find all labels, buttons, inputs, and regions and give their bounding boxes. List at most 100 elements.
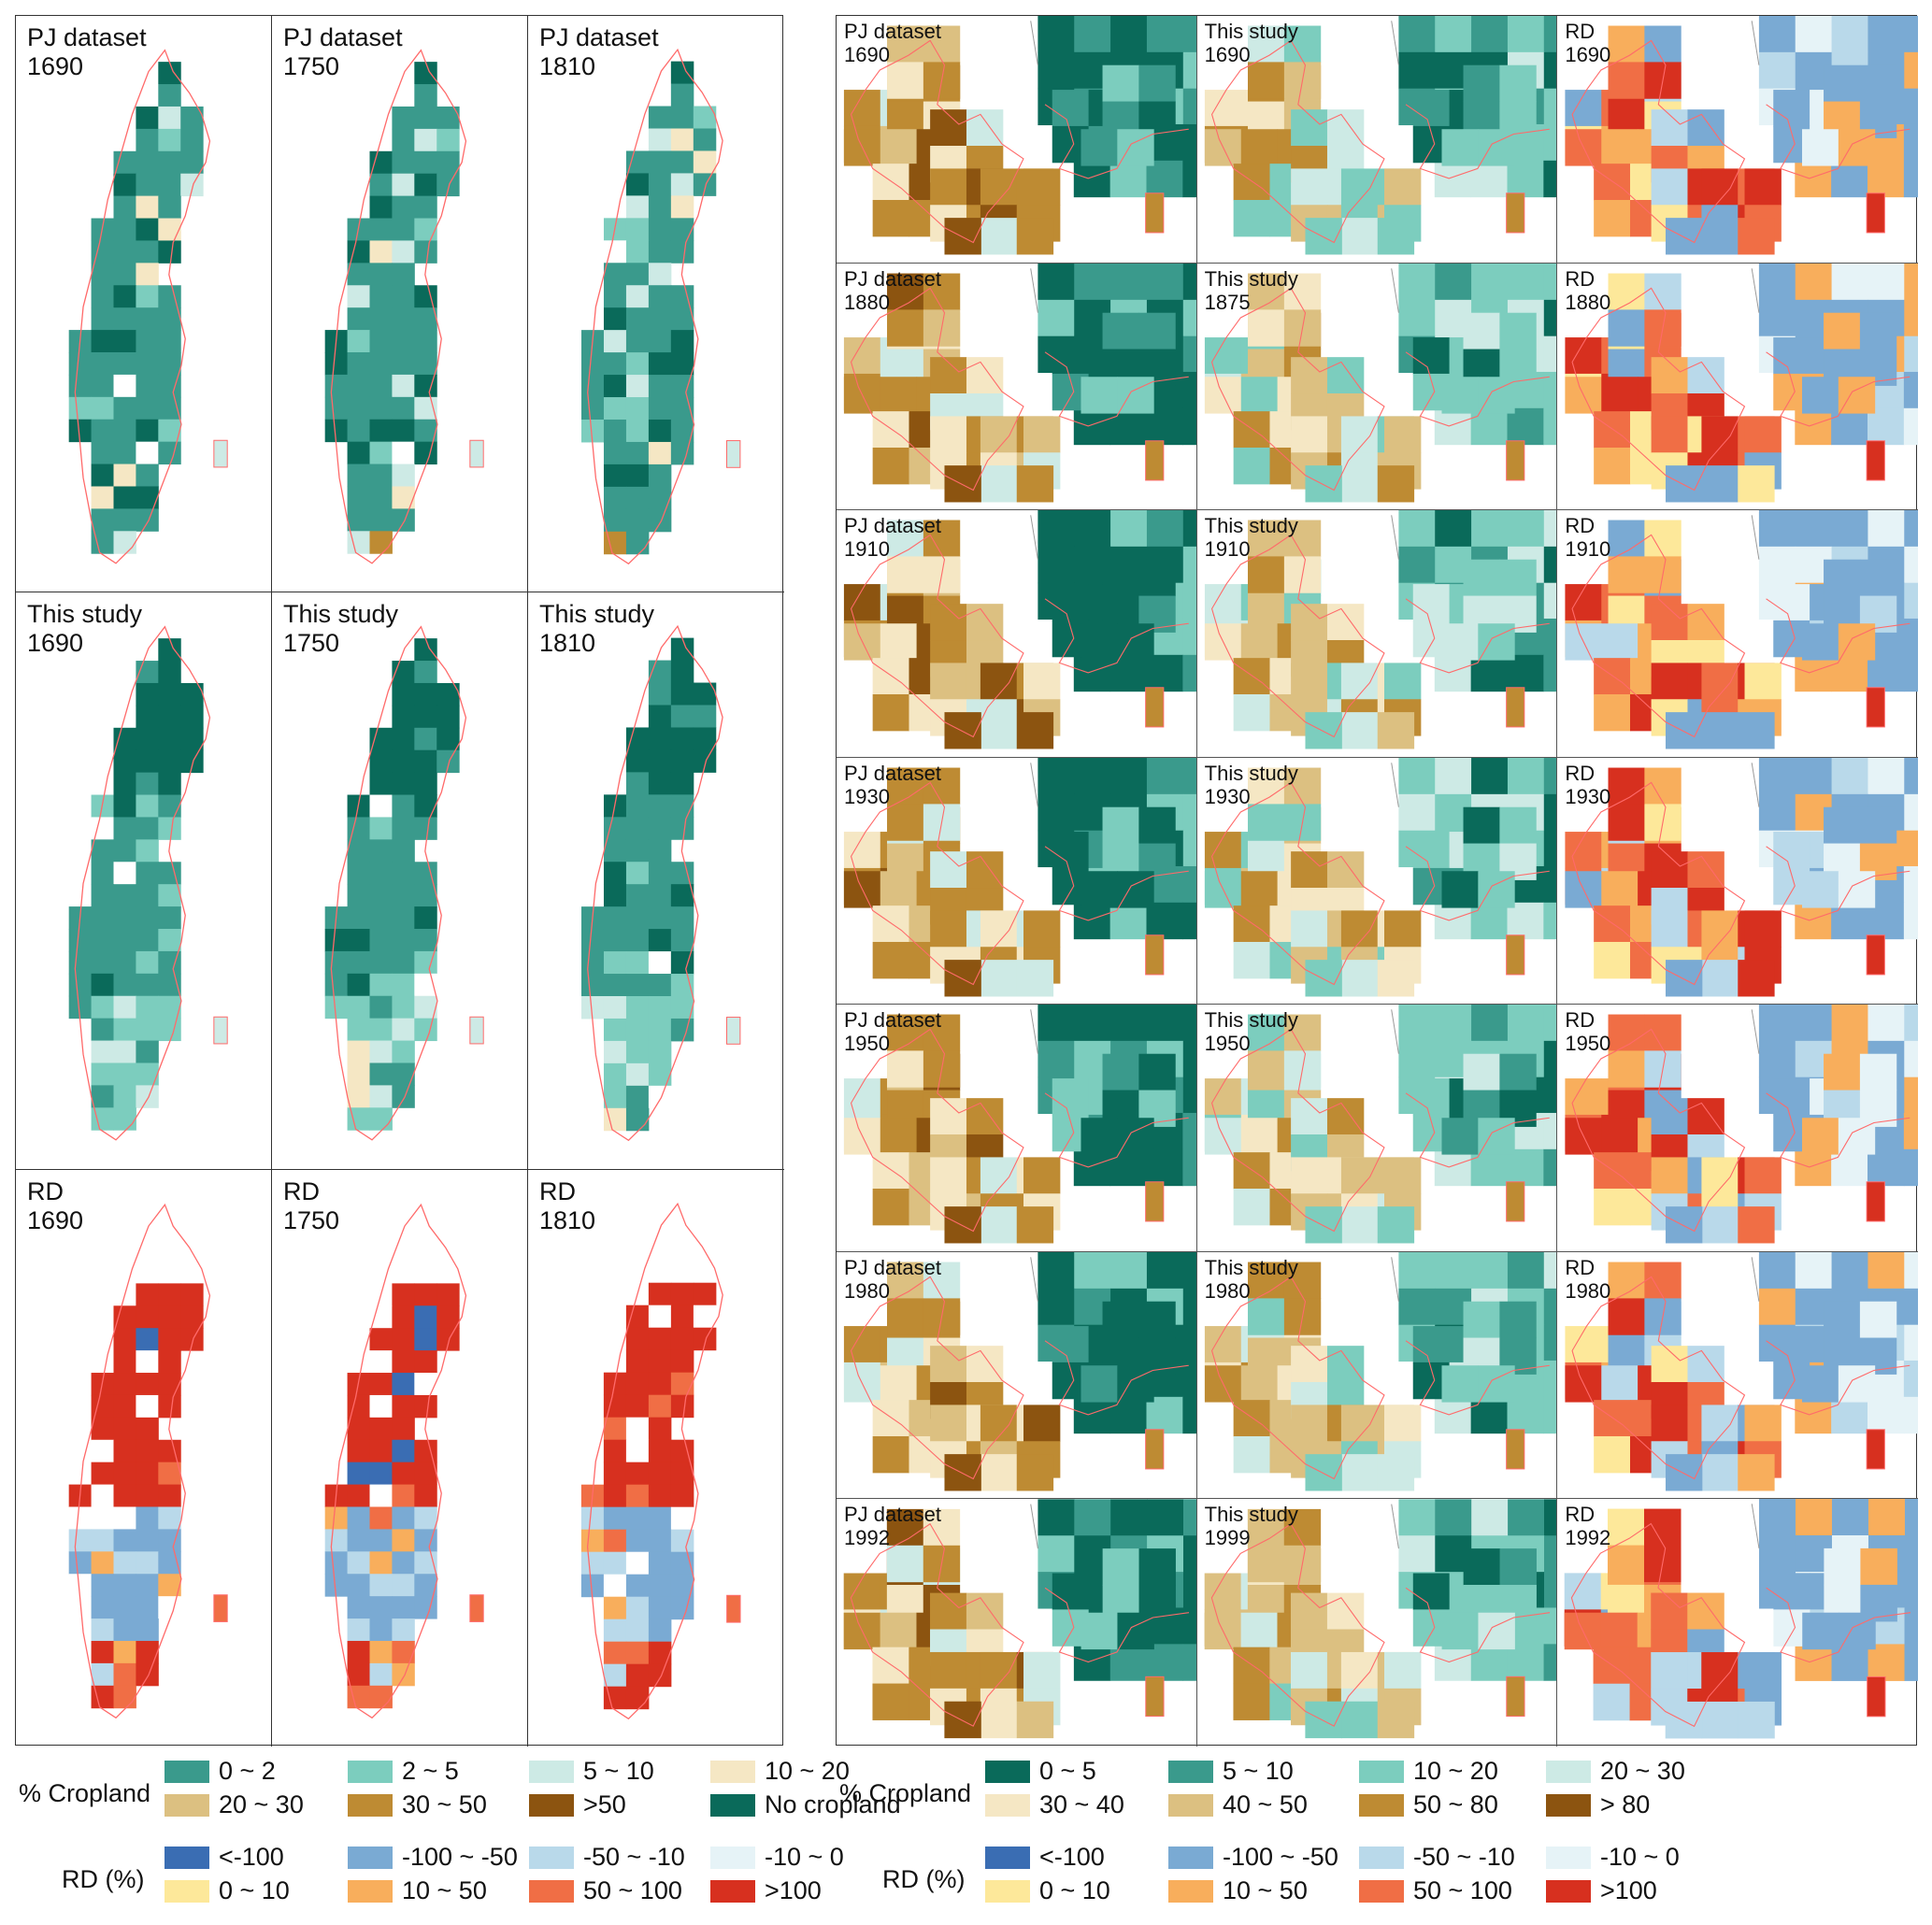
legend-swatch — [985, 1760, 1030, 1783]
panel-year-label: 1910 — [844, 537, 890, 562]
rd-legend-item: >100 — [1546, 1876, 1657, 1905]
rd-legend-item: 10 ~ 50 — [1168, 1876, 1308, 1905]
legend-label: 0 ~ 10 — [219, 1876, 290, 1904]
rd-legend-title: RD (%) — [62, 1865, 145, 1893]
sweden-map — [68, 49, 228, 564]
legend-left: % Cropland RD (%) 0 ~ 2 2 ~ 5 5 ~ 10 10 ~ 20 2… — [15, 1757, 901, 1916]
sweden-map — [324, 1203, 484, 1718]
legend-label: 2 ~ 5 — [402, 1757, 459, 1785]
panel-year-label: 1999 — [1204, 1526, 1251, 1550]
legend-swatch — [1546, 1760, 1591, 1783]
cropland-legend-item: >50 — [529, 1790, 626, 1819]
panel-label: This study 1910 — [1205, 514, 1298, 561]
panel-year-label: 1880 — [844, 290, 890, 314]
legend-label: -100 ~ -50 — [1223, 1843, 1338, 1871]
panel-dataset-label: PJ dataset — [844, 514, 941, 538]
legend-label: 10 ~ 20 — [1413, 1757, 1498, 1785]
panel-dataset-label: This study — [1204, 761, 1298, 785]
legend-label: 30 ~ 40 — [1039, 1790, 1124, 1818]
panel-label: RD 1910 — [1565, 514, 1610, 561]
panel-year-label: 1992 — [844, 1526, 890, 1550]
denmark-map-panel: RD 1930 — [1557, 757, 1918, 1005]
panel-label: PJ dataset 1992 — [844, 1503, 941, 1549]
sweden-map-panel: This study 1810 — [528, 592, 784, 1170]
denmark-map-panel: This study 1980 — [1196, 1251, 1558, 1500]
legend-label: 0 ~ 2 — [219, 1757, 276, 1785]
legend-swatch — [348, 1846, 393, 1869]
panel-label: RD 1690 — [1565, 20, 1610, 66]
legend-swatch — [985, 1879, 1030, 1903]
denmark-map — [1204, 510, 1557, 749]
panel-dataset-label: RD — [1565, 266, 1596, 291]
panel-year-label: 1950 — [1565, 1032, 1611, 1056]
cropland-legend-item: 30 ~ 50 — [348, 1790, 487, 1819]
panel-label: This study 1690 — [1205, 20, 1298, 66]
panel-label: PJ dataset 1980 — [844, 1256, 941, 1303]
panel-dataset-label: RD — [27, 1176, 64, 1205]
panel-year-label: 1992 — [1565, 1526, 1611, 1550]
sweden-map — [68, 1203, 228, 1718]
panel-label: RD 1750 — [283, 1177, 339, 1235]
panel-dataset-label: RD — [539, 1176, 576, 1205]
rd-legend-item: 50 ~ 100 — [1359, 1876, 1512, 1905]
denmark-map-panel: RD 1950 — [1557, 1005, 1918, 1252]
panel-label: RD 1980 — [1565, 1256, 1610, 1303]
legend-swatch — [1168, 1793, 1213, 1817]
panel-label: This study 1950 — [1205, 1008, 1298, 1055]
legend-swatch — [1168, 1879, 1213, 1903]
cropland-legend-item: 10 ~ 20 — [1359, 1757, 1498, 1786]
rd-legend-item: 0 ~ 10 — [165, 1876, 290, 1905]
legend-swatch — [529, 1846, 574, 1869]
panel-year-label: 1950 — [1204, 1032, 1251, 1056]
panel-label: This study 1750 — [283, 600, 398, 658]
legend-label: 40 ~ 50 — [1223, 1790, 1308, 1818]
denmark-map — [843, 1499, 1196, 1739]
denmark-map-panel: PJ dataset 1992 — [837, 1499, 1197, 1747]
sweden-map-grid: PJ dataset 1690 PJ dataset 1750 PJ dataset 18… — [15, 15, 784, 1747]
rd-legend-item: -10 ~ 0 — [710, 1843, 844, 1872]
legend-swatch — [1168, 1760, 1213, 1783]
panel-dataset-label: This study — [1204, 1255, 1298, 1279]
rd-legend-item: -100 ~ -50 — [1168, 1843, 1338, 1872]
panel-label: This study 1980 — [1205, 1256, 1298, 1303]
cropland-legend-item: 30 ~ 40 — [985, 1790, 1124, 1819]
panel-dataset-label: This study — [539, 600, 655, 629]
panel-year-label: 1910 — [1204, 537, 1251, 562]
panel-dataset-label: PJ dataset — [283, 23, 403, 51]
denmark-map-panel: This study 1999 — [1197, 1499, 1558, 1747]
panel-label: This study 1999 — [1205, 1503, 1298, 1549]
denmark-map-panel: RD 1910 — [1557, 510, 1918, 758]
panel-year-label: 1750 — [283, 629, 340, 658]
panel-year-label: 1750 — [283, 52, 340, 80]
legend-swatch — [1359, 1760, 1404, 1783]
rd-legend-item: -10 ~ 0 — [1546, 1843, 1680, 1872]
panel-year-label: 1690 — [844, 43, 890, 66]
panel-label: PJ dataset 1690 — [27, 23, 147, 81]
legend-label: 20 ~ 30 — [1600, 1757, 1685, 1785]
denmark-map — [1565, 757, 1918, 997]
legend-swatch — [1359, 1846, 1404, 1869]
panel-year-label: 1690 — [1204, 43, 1251, 66]
legend-label: 5 ~ 10 — [1223, 1757, 1294, 1785]
denmark-map — [843, 757, 1196, 997]
denmark-map-panel: PJ dataset 1690 — [837, 16, 1197, 264]
denmark-map — [1565, 510, 1918, 749]
panel-year-label: 1980 — [1204, 1278, 1251, 1303]
cropland-legend-item: 5 ~ 10 — [1168, 1757, 1294, 1786]
sweden-map — [324, 625, 484, 1141]
legend-swatch — [985, 1793, 1030, 1817]
legend-label: >100 — [765, 1876, 822, 1904]
cropland-legend-item: 5 ~ 10 — [529, 1757, 654, 1786]
legend-swatch — [1359, 1879, 1404, 1903]
denmark-map — [1565, 1499, 1918, 1739]
legend-swatch — [529, 1879, 574, 1903]
panel-dataset-label: This study — [1204, 1503, 1298, 1527]
denmark-map — [1204, 1005, 1557, 1244]
legend-swatch — [710, 1846, 755, 1869]
panel-dataset-label: This study — [1204, 20, 1298, 43]
panel-label: This study 1930 — [1205, 762, 1298, 808]
legend-label: -50 ~ -10 — [583, 1843, 685, 1871]
legend-label: 50 ~ 100 — [1413, 1876, 1512, 1904]
legend-label: 50 ~ 80 — [1413, 1790, 1498, 1818]
legend-label: 50 ~ 100 — [583, 1876, 682, 1904]
